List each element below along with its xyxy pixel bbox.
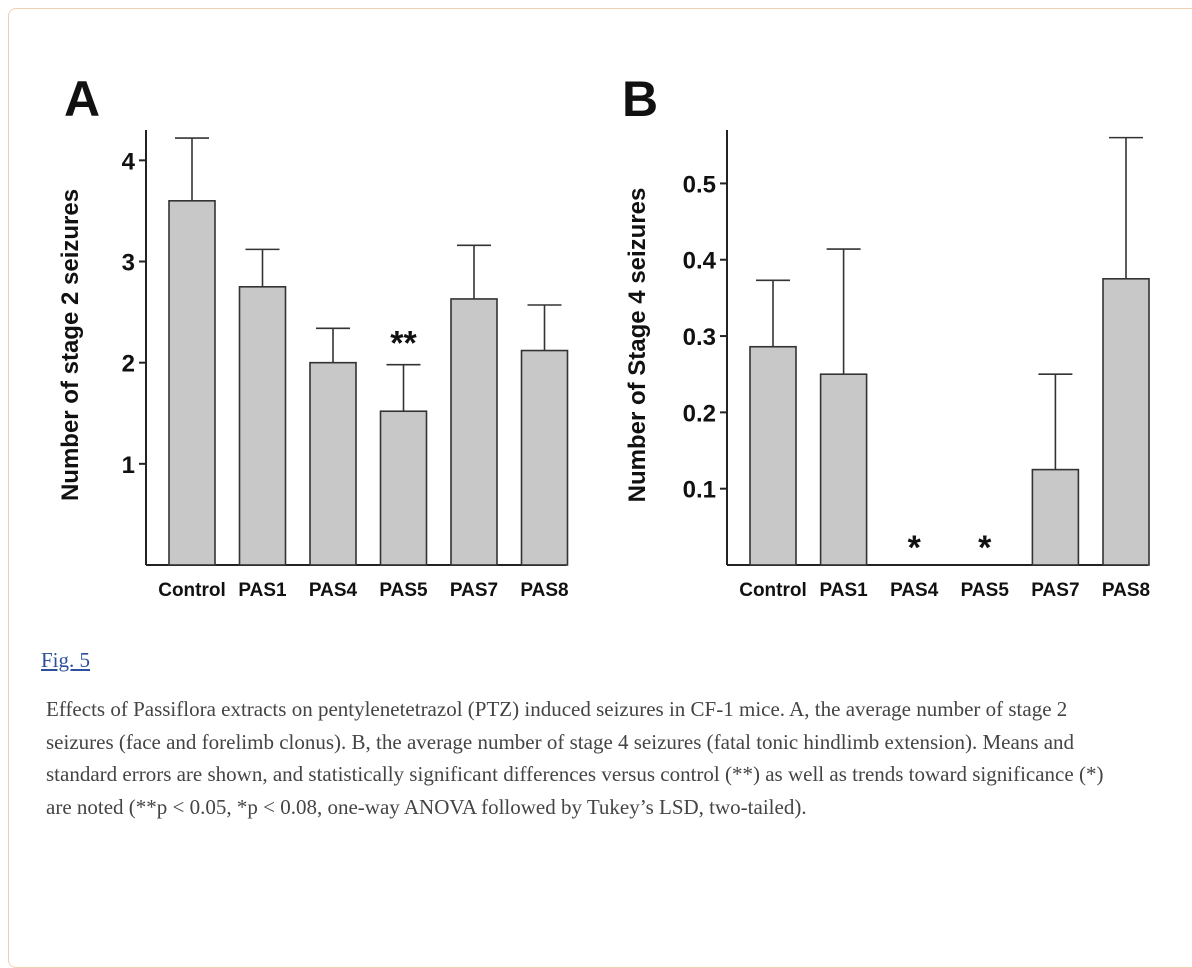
panel-label-a: A: [64, 71, 100, 127]
x-tick-label-a: PAS4: [309, 580, 358, 601]
x-tick-label-a: PAS8: [520, 580, 568, 601]
y-tick-label-a: 1: [122, 452, 135, 479]
bar-a-pas4: [309, 361, 357, 566]
y-axis-label-b: Number of Stage 4 seizures: [624, 188, 651, 503]
x-tick-label-b: PAS4: [890, 580, 939, 601]
figure-charts: A Number of stage 2 seizures 1 2 3 4 Control PA…: [57, 71, 1150, 601]
x-tick-label-a: Control: [158, 580, 226, 601]
x-tick-label-b: PAS8: [1102, 580, 1150, 601]
y-tick-label-a: 2: [122, 351, 135, 378]
x-tick-label-a: PAS5: [379, 580, 428, 601]
y-tick-label-a: 3: [122, 250, 135, 277]
bar-b-pas8: [1102, 278, 1150, 566]
bar-b-control: [749, 345, 797, 566]
y-tick-label-b: 0.2: [683, 400, 716, 427]
significance-marker-a: **: [390, 325, 417, 363]
bar-a-pas7: [450, 298, 498, 566]
bar-a-pas5: [379, 410, 428, 566]
figure-caption: Effects of Passiflora extracts on pentyl…: [46, 697, 1104, 819]
panel-label-b: B: [622, 71, 658, 127]
x-tick-label-a: PAS7: [450, 580, 498, 601]
significance-marker-b: *: [908, 529, 922, 567]
bar-a-pas1: [238, 286, 287, 566]
y-tick-label-b: 0.4: [683, 248, 717, 275]
y-tick-label-b: 0.1: [683, 477, 716, 504]
y-tick-label-b: 0.3: [683, 324, 716, 351]
x-tick-label-b: PAS1: [819, 580, 868, 601]
bar-b-pas1: [819, 373, 868, 566]
y-axis-label-a: Number of stage 2 seizures: [57, 189, 84, 501]
significance-marker-b: *: [978, 529, 992, 567]
x-tick-label-b: PAS7: [1031, 580, 1079, 601]
bar-a-pas8: [520, 349, 569, 566]
x-tick-label-b: Control: [739, 580, 807, 601]
bar-b-pas7: [1031, 468, 1080, 566]
y-tick-label-b: 0.5: [683, 171, 716, 198]
x-tick-label-b: PAS5: [961, 580, 1010, 601]
bar-a-control: [168, 200, 216, 566]
x-tick-label-a: PAS1: [238, 580, 287, 601]
figure-link[interactable]: Fig. 5: [41, 648, 91, 672]
y-tick-label-a: 4: [122, 148, 136, 175]
